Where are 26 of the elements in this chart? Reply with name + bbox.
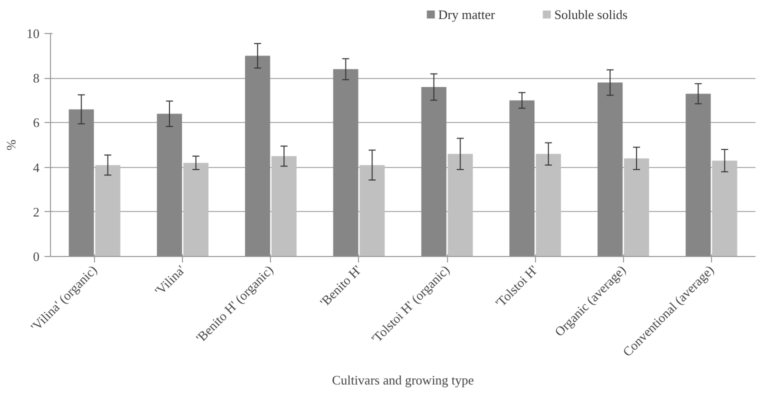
y-tick-label: 2 [33, 204, 40, 220]
bar [686, 94, 711, 256]
y-tick-label: 8 [33, 70, 40, 86]
legend-label: Soluble solids [554, 7, 628, 22]
bar [421, 87, 446, 256]
bar [271, 156, 297, 256]
bar [598, 82, 623, 256]
y-axis-title: % [4, 139, 18, 150]
bar [183, 162, 208, 256]
legend-label: Dry matter [438, 7, 496, 22]
bar [624, 158, 650, 256]
bar [360, 165, 385, 256]
bar [712, 160, 738, 256]
bar [245, 56, 270, 256]
bar [509, 100, 535, 256]
y-tick-label: 4 [33, 160, 40, 175]
bar [448, 154, 473, 256]
bar [95, 165, 120, 256]
bar [68, 109, 94, 256]
y-tick-label: 10 [26, 26, 40, 41]
x-axis-title: Cultivars and growing type [332, 372, 474, 388]
y-tick-label: 6 [33, 115, 40, 130]
bar [536, 154, 561, 256]
bar [156, 114, 182, 256]
y-tick-label: 0 [33, 249, 40, 264]
bar [333, 69, 358, 256]
